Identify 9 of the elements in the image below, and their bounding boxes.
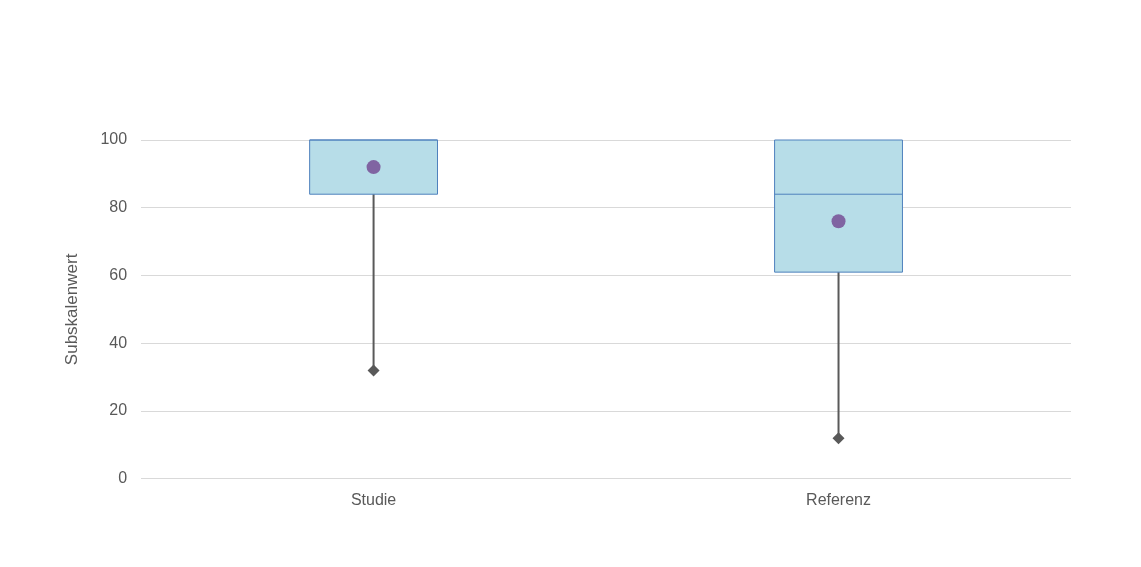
y-axis-title: Subskalenwert xyxy=(61,253,81,366)
y-tick-label: 80 xyxy=(109,198,128,216)
y-tick-label: 0 xyxy=(118,469,128,487)
x-tick-label: Studie xyxy=(350,490,397,508)
y-tick-label: 20 xyxy=(109,401,128,419)
y-tick-label: 40 xyxy=(109,333,128,351)
x-tick-label: Referenz xyxy=(806,490,871,508)
y-tick-label: 60 xyxy=(109,265,128,283)
y-tick-label: 100 xyxy=(100,130,128,148)
